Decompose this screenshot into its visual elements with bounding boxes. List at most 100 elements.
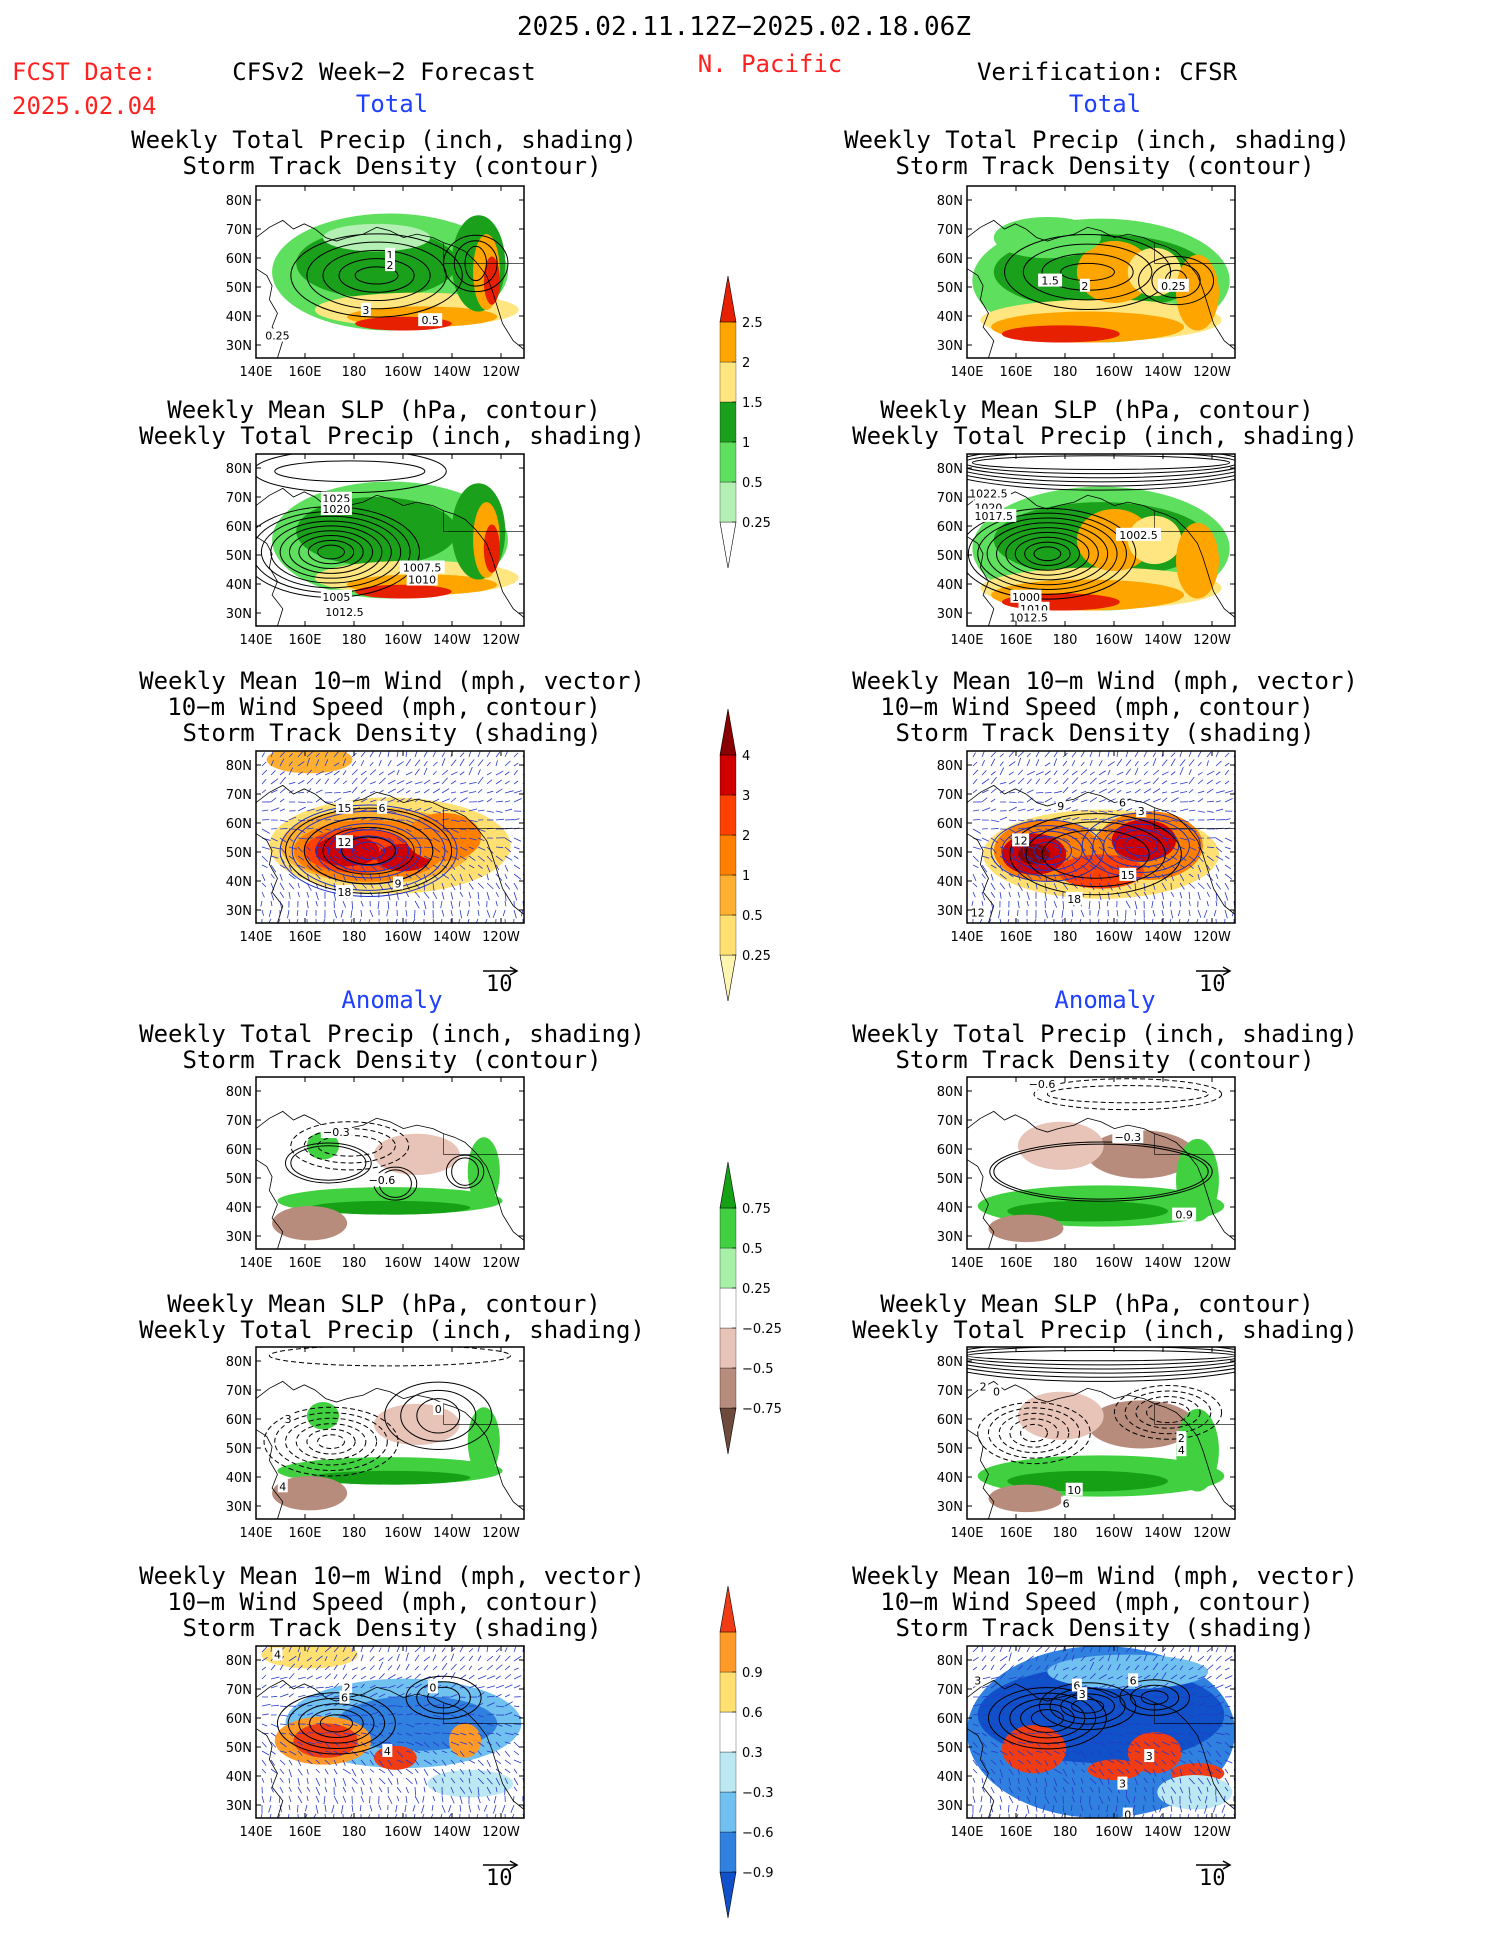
contour-label: 9 <box>395 877 402 890</box>
title-tl1-line1: Weekly Total Precip (inch, shading) <box>131 128 637 152</box>
title-tl3-line3: Storm Track Density (shading) <box>182 721 601 745</box>
colorbar-segment <box>720 1832 736 1872</box>
lat-tick-label: 80N <box>937 1085 963 1100</box>
lon-tick-label: 160W <box>1095 1256 1133 1271</box>
contour-label: 1005 <box>322 591 350 604</box>
contour-label: −0.6 <box>369 1174 396 1187</box>
contour-label: −0.3 <box>1114 1131 1141 1144</box>
colorbar-label: 1 <box>742 436 750 451</box>
contour-label: 0.25 <box>265 330 290 343</box>
wind-vector <box>973 819 980 820</box>
lon-tick-label: 140W <box>1144 1825 1182 1840</box>
contour-label: 6 <box>341 1692 348 1705</box>
lat-tick-label: 40N <box>937 1201 963 1216</box>
lat-tick-label: 40N <box>937 578 963 593</box>
lon-tick-label: 160W <box>1095 365 1133 380</box>
lat-tick-label: 40N <box>226 1201 252 1216</box>
lat-tick-label: 30N <box>226 1500 252 1515</box>
colorbar-label: −0.75 <box>742 1402 782 1417</box>
lat-tick-label: 50N <box>937 281 963 296</box>
lat-tick-label: 80N <box>937 462 963 477</box>
wind-vector <box>1108 1714 1114 1715</box>
contour-label: 4 <box>1178 1444 1185 1457</box>
title-tr1-line2: Storm Track Density (contour) <box>895 154 1314 178</box>
colorbar-label: 0.25 <box>742 516 771 531</box>
wind-vector <box>1135 910 1136 915</box>
colorbar-segment <box>720 915 736 955</box>
title-br1-line1: Weekly Total Precip (inch, shading) <box>852 1022 1358 1046</box>
colorbar-label: −0.6 <box>742 1826 774 1841</box>
contour-label: 3 <box>1079 1688 1086 1701</box>
lat-tick-label: 50N <box>226 1741 252 1756</box>
contour-label: 0 <box>429 1681 436 1694</box>
wind-vector <box>514 1706 519 1707</box>
reference-vector-bl: 10 <box>482 1856 522 1875</box>
shading-region <box>272 1206 347 1240</box>
lon-tick-label: 160W <box>1095 1825 1133 1840</box>
title-tl1-line2: Storm Track Density (contour) <box>182 154 601 178</box>
colorbar-segment <box>720 1288 736 1328</box>
lat-tick-label: 50N <box>226 1442 252 1457</box>
contour-label: 3 <box>1119 1778 1126 1791</box>
lat-tick-label: 60N <box>226 1143 252 1158</box>
lon-tick-label: 160E <box>288 1526 321 1541</box>
lat-tick-label: 30N <box>226 904 252 919</box>
lat-tick-label: 40N <box>937 875 963 890</box>
contour-label: 0 <box>993 1386 1000 1399</box>
colorbar-segment <box>720 1248 736 1288</box>
lat-tick-label: 70N <box>226 788 252 803</box>
lat-tick-label: 40N <box>937 1770 963 1785</box>
lon-tick-label: 140W <box>433 1825 471 1840</box>
lon-tick-label: 140E <box>950 1526 983 1541</box>
title-tl2-line2: Weekly Total Precip (inch, shading) <box>139 424 645 448</box>
lon-tick-label: 180 <box>342 365 367 380</box>
colorbar-segment <box>720 1368 736 1408</box>
wind-vector <box>397 1714 403 1715</box>
colorbar-label: 0.3 <box>742 1746 763 1761</box>
colorbar-segment <box>720 482 736 522</box>
lon-tick-label: 120W <box>1193 365 1231 380</box>
contour-label: 0.9 <box>1175 1209 1193 1222</box>
lon-tick-label: 180 <box>342 1256 367 1271</box>
lat-tick-label: 70N <box>226 1683 252 1698</box>
colorbar-label: 0.5 <box>742 909 763 924</box>
reference-vector-label: 10 <box>486 974 513 996</box>
map-plot-tr2: 1022.510201017.51002.5100010101012.580N7… <box>919 446 1247 658</box>
contour-label: 6 <box>1130 1674 1137 1687</box>
lat-tick-label: 80N <box>226 194 252 209</box>
lat-tick-label: 30N <box>937 607 963 622</box>
lon-tick-label: 140W <box>1144 633 1182 648</box>
colorbar-segment <box>720 1632 736 1672</box>
reference-vector-label: 10 <box>486 1868 513 1890</box>
contour-label: 0.25 <box>1161 280 1186 293</box>
colorbar-segment <box>720 522 736 568</box>
lat-tick-label: 80N <box>937 1355 963 1370</box>
lon-tick-label: 120W <box>482 1256 520 1271</box>
lat-tick-label: 80N <box>226 1085 252 1100</box>
lon-tick-label: 120W <box>1193 1256 1231 1271</box>
wind-vector <box>424 910 425 915</box>
lon-tick-label: 160E <box>288 1256 321 1271</box>
contour-label: 1020 <box>322 503 350 516</box>
lat-tick-label: 70N <box>226 223 252 238</box>
lon-tick-label: 160E <box>999 1825 1032 1840</box>
shading-region <box>374 1746 417 1770</box>
lon-tick-label: 140W <box>1144 1256 1182 1271</box>
title-tr3-line1: Weekly Mean 10−m Wind (mph, vector) <box>852 669 1358 693</box>
wind-vector <box>397 1742 404 1743</box>
wind-vector <box>1198 1733 1205 1734</box>
lon-tick-label: 120W <box>482 633 520 648</box>
lon-tick-label: 160E <box>999 365 1032 380</box>
lat-tick-label: 70N <box>937 1683 963 1698</box>
lon-tick-label: 140E <box>239 1256 272 1271</box>
lat-tick-label: 50N <box>937 1741 963 1756</box>
anomaly-label-right: Anomaly <box>1054 988 1155 1012</box>
